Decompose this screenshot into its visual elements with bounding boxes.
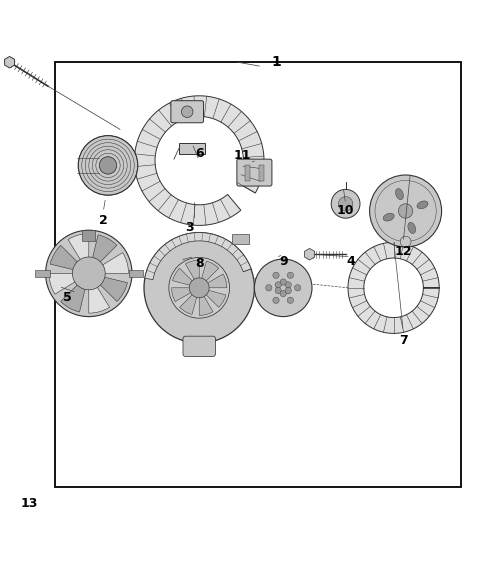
Text: 13: 13 (20, 498, 37, 511)
Text: 1: 1 (271, 55, 281, 69)
Wedge shape (199, 288, 213, 315)
Bar (55, 62, 461, 487)
Circle shape (287, 272, 294, 278)
Circle shape (273, 272, 279, 278)
Text: 6: 6 (195, 147, 204, 160)
Circle shape (46, 230, 132, 316)
Text: 8: 8 (195, 258, 204, 271)
Circle shape (169, 258, 229, 318)
Wedge shape (89, 235, 117, 273)
Text: 2: 2 (99, 214, 108, 227)
Wedge shape (199, 261, 219, 288)
Polygon shape (145, 233, 251, 280)
Circle shape (72, 257, 105, 290)
Bar (83, 230, 95, 241)
Text: 4: 4 (346, 255, 355, 268)
Circle shape (265, 285, 272, 291)
Wedge shape (185, 260, 199, 288)
Circle shape (254, 259, 312, 316)
Circle shape (99, 157, 117, 174)
Ellipse shape (417, 201, 428, 209)
Wedge shape (89, 273, 109, 313)
Wedge shape (199, 274, 227, 288)
Circle shape (287, 297, 294, 303)
Wedge shape (180, 288, 199, 315)
Text: 3: 3 (185, 221, 194, 234)
Wedge shape (172, 268, 199, 288)
Text: 9: 9 (279, 255, 288, 268)
Bar (179, 143, 205, 154)
Polygon shape (134, 96, 264, 225)
Circle shape (280, 279, 287, 285)
Wedge shape (68, 234, 89, 273)
Circle shape (275, 288, 281, 294)
Bar (245, 165, 250, 181)
Circle shape (280, 290, 287, 297)
Wedge shape (89, 273, 128, 302)
Ellipse shape (383, 213, 394, 221)
Circle shape (338, 196, 353, 211)
Circle shape (285, 288, 291, 294)
Text: 7: 7 (399, 334, 408, 347)
Circle shape (189, 278, 209, 298)
Bar (129, 269, 143, 277)
Circle shape (285, 282, 291, 288)
FancyBboxPatch shape (237, 159, 272, 186)
Polygon shape (5, 57, 14, 68)
Circle shape (78, 136, 138, 195)
FancyBboxPatch shape (183, 336, 216, 357)
Circle shape (398, 204, 413, 218)
Wedge shape (60, 273, 89, 312)
Circle shape (144, 233, 254, 343)
Text: 11: 11 (234, 149, 251, 162)
Circle shape (331, 190, 360, 218)
Wedge shape (199, 288, 226, 307)
Circle shape (181, 106, 193, 118)
Ellipse shape (408, 222, 416, 233)
Bar (35, 269, 50, 277)
FancyBboxPatch shape (171, 101, 204, 123)
Circle shape (370, 175, 442, 247)
Ellipse shape (396, 188, 403, 200)
Circle shape (294, 285, 301, 291)
Circle shape (275, 282, 281, 288)
Circle shape (400, 236, 411, 247)
Polygon shape (305, 248, 314, 260)
Wedge shape (172, 288, 199, 302)
Wedge shape (50, 245, 89, 273)
Text: 5: 5 (63, 291, 72, 304)
Circle shape (273, 297, 279, 303)
Bar (232, 234, 249, 243)
Wedge shape (89, 252, 129, 273)
Wedge shape (49, 273, 89, 294)
Text: 12: 12 (395, 245, 412, 258)
Polygon shape (348, 242, 439, 333)
Bar (259, 165, 264, 181)
Text: 10: 10 (337, 204, 354, 217)
